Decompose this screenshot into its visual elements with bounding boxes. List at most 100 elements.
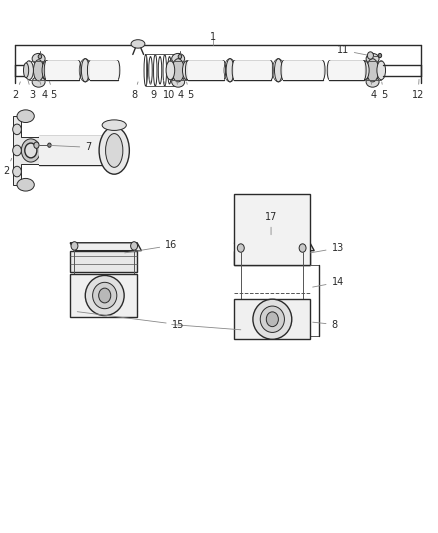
Text: 5: 5 [187,82,193,100]
Ellipse shape [183,61,191,80]
Ellipse shape [221,61,226,80]
Ellipse shape [99,127,129,174]
Ellipse shape [99,288,111,303]
Text: 8: 8 [313,319,338,329]
Ellipse shape [226,59,234,82]
Ellipse shape [299,326,306,334]
Text: 14: 14 [313,277,344,287]
Ellipse shape [131,241,138,250]
Ellipse shape [360,61,369,80]
Ellipse shape [166,61,175,80]
Bar [90,61,118,80]
Ellipse shape [237,326,244,334]
Ellipse shape [237,244,244,252]
Ellipse shape [178,54,182,59]
Ellipse shape [131,39,145,48]
Ellipse shape [131,307,138,316]
Polygon shape [234,251,310,265]
Ellipse shape [77,61,81,80]
Ellipse shape [81,59,89,82]
Ellipse shape [172,53,185,64]
Ellipse shape [34,142,39,148]
Ellipse shape [275,59,282,82]
Polygon shape [234,243,314,251]
Ellipse shape [362,61,366,80]
Ellipse shape [260,306,284,333]
Text: 2: 2 [4,158,12,176]
Bar [234,193,310,265]
Ellipse shape [33,60,44,81]
Ellipse shape [92,282,117,309]
Text: 2: 2 [12,82,20,100]
Ellipse shape [32,53,45,64]
Bar [283,61,323,80]
Ellipse shape [377,61,385,80]
Text: 10: 10 [162,80,175,100]
Bar [234,299,310,340]
Text: 3: 3 [28,79,35,100]
Bar [187,61,223,80]
Ellipse shape [116,61,120,80]
Ellipse shape [281,61,285,80]
Text: 5: 5 [381,82,387,100]
Text: 15: 15 [77,312,184,329]
Text: 16: 16 [125,240,177,253]
Text: 1: 1 [210,32,216,42]
Polygon shape [70,243,141,251]
Ellipse shape [327,61,332,80]
Ellipse shape [25,143,37,158]
Ellipse shape [232,61,237,80]
Ellipse shape [88,61,92,80]
Ellipse shape [106,134,123,167]
Ellipse shape [38,54,42,59]
Ellipse shape [48,143,51,147]
Ellipse shape [172,59,184,82]
Ellipse shape [24,63,28,78]
Ellipse shape [13,166,21,177]
Ellipse shape [42,61,51,80]
Ellipse shape [17,110,34,123]
Text: 17: 17 [265,212,277,235]
Bar [46,61,79,80]
Text: 11: 11 [336,45,367,55]
Ellipse shape [17,179,34,191]
Ellipse shape [253,299,292,340]
Ellipse shape [172,77,185,87]
Text: 7: 7 [48,142,92,152]
Ellipse shape [321,61,325,80]
Bar [70,274,137,317]
Ellipse shape [299,244,306,252]
Ellipse shape [21,139,40,162]
Ellipse shape [13,145,21,156]
Polygon shape [256,251,286,261]
Text: 9: 9 [149,78,157,100]
Ellipse shape [71,307,78,316]
Ellipse shape [367,59,378,82]
Text: 12: 12 [412,79,424,100]
Ellipse shape [13,124,21,135]
Text: 13: 13 [311,243,344,253]
Ellipse shape [85,276,124,316]
Ellipse shape [367,52,374,59]
Bar [39,136,114,165]
Ellipse shape [268,235,275,243]
Ellipse shape [71,241,78,250]
Polygon shape [70,251,137,272]
Bar [234,61,271,80]
Ellipse shape [25,61,33,80]
Polygon shape [13,116,39,185]
Ellipse shape [366,53,379,64]
Text: 5: 5 [49,82,57,100]
Ellipse shape [44,61,49,80]
Ellipse shape [102,120,126,131]
Ellipse shape [269,61,273,80]
Text: 8: 8 [131,82,138,100]
Ellipse shape [186,61,190,80]
Text: 4: 4 [177,82,184,100]
Ellipse shape [266,251,276,261]
Ellipse shape [366,77,379,87]
Text: 4: 4 [371,82,377,100]
Bar [329,61,364,80]
Text: 4: 4 [39,80,47,100]
Ellipse shape [378,53,381,58]
